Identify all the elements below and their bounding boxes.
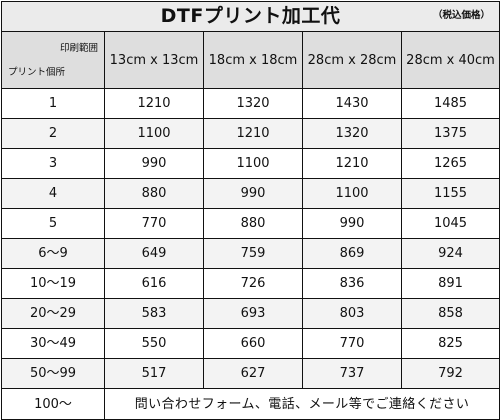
- tax-note: （税込価格）: [433, 10, 491, 21]
- price-cell: 1320: [203, 88, 303, 119]
- price-cell: 616: [104, 268, 204, 299]
- price-cell: 627: [203, 358, 303, 389]
- quantity-cell: 100〜: [1, 388, 105, 420]
- price-cell: 1210: [203, 118, 303, 149]
- price-cell: 660: [203, 328, 303, 359]
- quantity-cell: 30〜49: [1, 328, 105, 359]
- table-row: 6〜9 649 759 869 924: [1, 238, 500, 269]
- table-row: 2 1100 1210 1320 1375: [1, 118, 500, 149]
- quantity-cell: 3: [1, 148, 105, 179]
- price-cell: 770: [104, 208, 204, 239]
- price-cell: 1430: [302, 88, 402, 119]
- price-cell: 990: [203, 178, 303, 209]
- print-location-label: プリント個所: [8, 66, 66, 78]
- price-cell: 836: [302, 268, 402, 299]
- price-cell: 825: [400, 328, 500, 359]
- table-row: 50〜99 517 627 737 792: [1, 358, 500, 389]
- table-row: 3 990 1100 1210 1265: [1, 148, 500, 179]
- table-row: 1 1210 1320 1430 1485: [1, 88, 500, 119]
- title-row: DTFプリント加工代 （税込価格）: [0, 1, 500, 32]
- price-cell: 869: [302, 238, 402, 269]
- corner-header-cell: 印刷範囲 プリント個所: [1, 31, 105, 89]
- price-cell: 803: [302, 298, 402, 329]
- price-cell: 517: [104, 358, 204, 389]
- table-row: 30〜49 550 660 770 825: [1, 328, 500, 359]
- price-cell: 726: [203, 268, 303, 299]
- price-cell: 924: [400, 238, 500, 269]
- print-area-label: 印刷範囲: [59, 43, 98, 54]
- quantity-cell: 1: [1, 88, 105, 119]
- price-cell: 759: [203, 238, 303, 269]
- size-header: 13cm x 13cm: [104, 31, 204, 89]
- table-row: 20〜29 583 693 803 858: [1, 298, 500, 329]
- price-cell: 550: [104, 328, 204, 359]
- price-cell: 858: [400, 298, 500, 329]
- quantity-cell: 10〜19: [1, 268, 105, 299]
- quantity-cell: 50〜99: [1, 358, 105, 389]
- quantity-cell: 2: [1, 118, 105, 149]
- price-cell: 792: [400, 358, 500, 389]
- price-cell: 1100: [104, 118, 204, 149]
- price-cell: 693: [203, 298, 303, 329]
- size-header: 28cm x 40cm: [400, 31, 500, 89]
- price-cell: 649: [104, 238, 204, 269]
- price-cell: 1265: [400, 148, 500, 179]
- quantity-cell: 6〜9: [1, 238, 105, 269]
- contact-note: 問い合わせフォーム、電話、メール等でご連絡ください: [103, 388, 500, 420]
- table-row: 4 880 990 1100 1155: [1, 178, 500, 209]
- price-cell: 1210: [104, 88, 204, 119]
- price-cell: 1155: [400, 178, 500, 209]
- title-cell: DTFプリント加工代 （税込価格）: [0, 1, 500, 32]
- price-cell: 1375: [400, 118, 500, 149]
- table-row: 10〜19 616 726 836 891: [1, 268, 500, 299]
- price-cell: 770: [302, 328, 402, 359]
- price-cell: 1100: [302, 178, 402, 209]
- price-cell: 1045: [400, 208, 500, 239]
- price-cell: 1100: [203, 148, 303, 179]
- size-header: 18cm x 18cm: [203, 31, 303, 89]
- price-cell: 880: [104, 178, 204, 209]
- quantity-cell: 4: [1, 178, 105, 209]
- price-cell: 1485: [400, 88, 500, 119]
- table-title: DTFプリント加工代: [160, 5, 341, 27]
- size-header: 28cm x 28cm: [302, 31, 402, 89]
- price-cell: 583: [104, 298, 204, 329]
- header-row: 印刷範囲 プリント個所 13cm x 13cm 18cm x 18cm 28cm…: [1, 31, 500, 89]
- quantity-cell: 20〜29: [1, 298, 105, 329]
- contact-row: 100〜 問い合わせフォーム、電話、メール等でご連絡ください: [1, 388, 500, 420]
- price-cell: 990: [104, 148, 204, 179]
- quantity-cell: 5: [1, 208, 105, 239]
- price-cell: 1320: [302, 118, 402, 149]
- price-cell: 891: [400, 268, 500, 299]
- price-cell: 737: [302, 358, 402, 389]
- price-cell: 1210: [302, 148, 402, 179]
- table-row: 5 770 880 990 1045: [1, 208, 500, 239]
- price-cell: 880: [203, 208, 303, 239]
- price-cell: 990: [302, 208, 402, 239]
